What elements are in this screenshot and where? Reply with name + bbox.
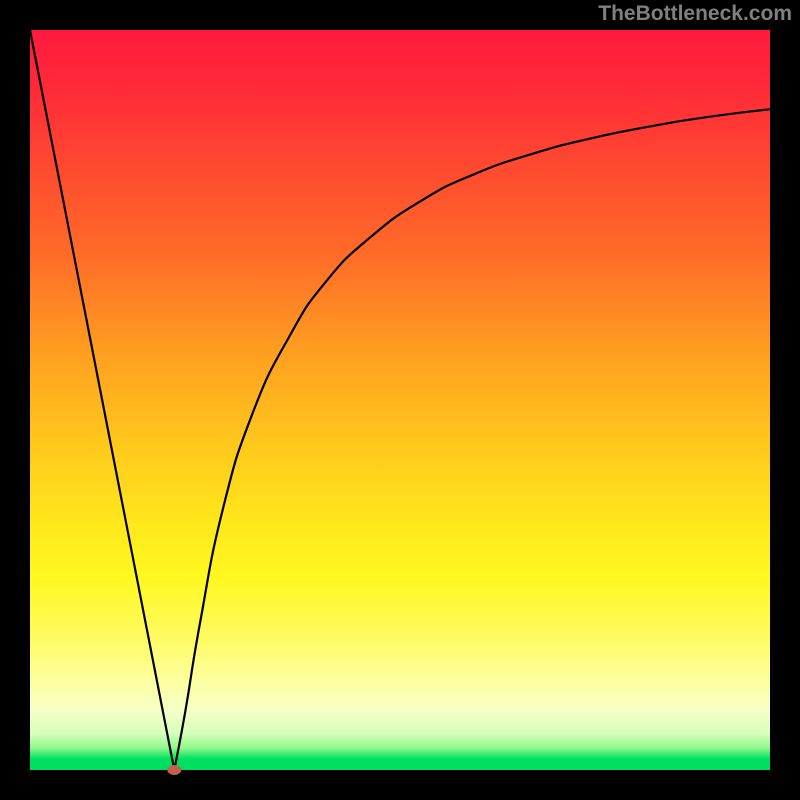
watermark-text: TheBottleneck.com <box>598 2 792 26</box>
plot-area <box>30 30 770 770</box>
chart-root: TheBottleneck.com <box>0 0 800 800</box>
